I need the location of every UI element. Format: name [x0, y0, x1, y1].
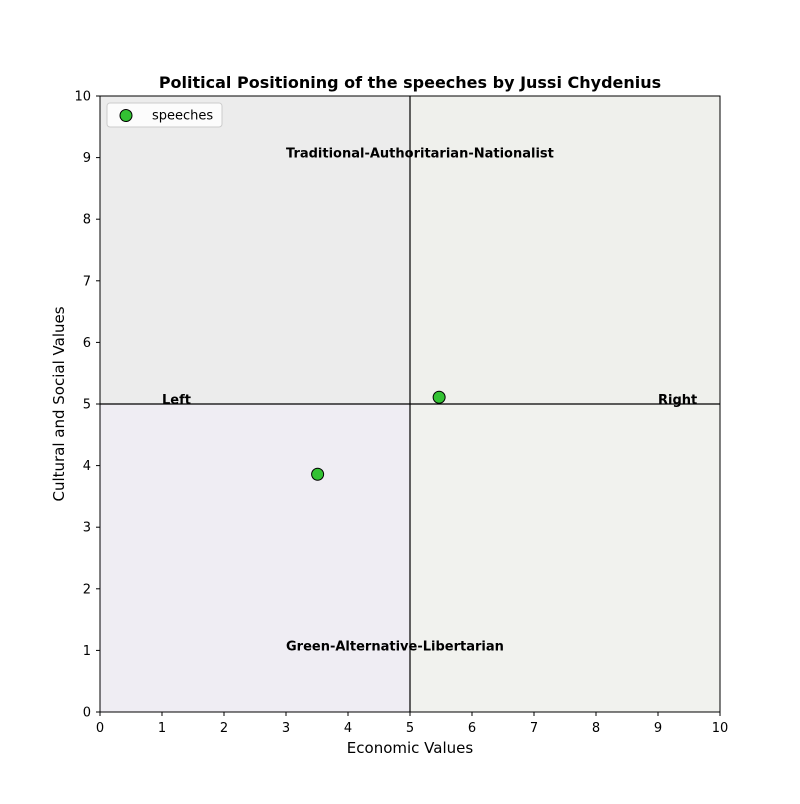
- x-tick-label: 3: [282, 721, 290, 736]
- y-tick-label: 5: [83, 398, 91, 413]
- x-tick-label: 8: [592, 721, 600, 736]
- y-tick-label: 10: [74, 90, 91, 105]
- data-points: [311, 390, 446, 481]
- x-axis-label: Economic Values: [347, 739, 474, 757]
- x-tick-label: 0: [96, 721, 104, 736]
- chart-title: Political Positioning of the speeches by…: [159, 73, 661, 92]
- x-tick-label: 7: [530, 721, 538, 736]
- y-tick-label: 7: [83, 274, 91, 289]
- y-tick-label: 0: [83, 706, 91, 721]
- y-tick-label: 9: [83, 151, 91, 166]
- annotation-label: Right: [658, 393, 697, 408]
- x-tick-label: 2: [220, 721, 228, 736]
- x-tick-label: 10: [712, 721, 729, 736]
- quadrant-backgrounds: [100, 96, 720, 712]
- legend-marker: [119, 109, 133, 122]
- quadrant-top-left: [100, 96, 410, 404]
- quadrant-bottom-right: [410, 404, 720, 712]
- x-tick-label: 5: [406, 721, 414, 736]
- data-point: [311, 467, 325, 481]
- legend-box: [106, 102, 223, 128]
- y-tick-label: 4: [83, 459, 91, 474]
- legend: speeches: [106, 102, 223, 128]
- center-lines: [100, 96, 720, 712]
- y-tick-label: 6: [83, 336, 91, 351]
- quadrant-annotations: Traditional-Authoritarian-Nationalist Gre…: [162, 147, 697, 655]
- y-tick-label: 1: [83, 644, 91, 659]
- annotation-label: Traditional-Authoritarian-Nationalist: [286, 147, 554, 162]
- x-tick-label: 9: [654, 721, 662, 736]
- x-tick-label: 4: [344, 721, 352, 736]
- quadrant-top-right: [410, 96, 720, 404]
- quadrant-bottom-left: [100, 404, 410, 712]
- legend-label: speeches: [152, 109, 213, 124]
- x-tick-label: 1: [158, 721, 166, 736]
- annotation-label: Left: [162, 393, 191, 408]
- data-point: [432, 390, 446, 404]
- y-tick-label: 2: [83, 582, 91, 597]
- annotation-label: Green-Alternative-Libertarian: [286, 639, 504, 654]
- y-tick-label: 3: [83, 521, 91, 536]
- y-tick-label: 8: [83, 213, 91, 228]
- y-axis-label: Cultural and Social Values: [50, 306, 68, 501]
- x-axis-ticks: 0 1 2 3 4 5 6 7 8 9 10: [96, 712, 728, 736]
- y-axis-ticks: 0 1 2 3 4 5 6 7 8 9 10: [74, 90, 100, 721]
- x-tick-label: 6: [468, 721, 476, 736]
